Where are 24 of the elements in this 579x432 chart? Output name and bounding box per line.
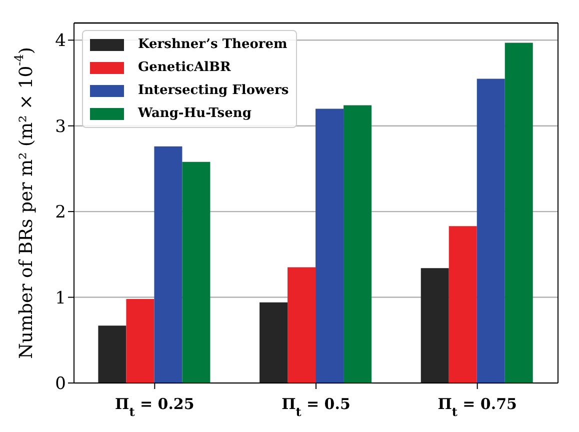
legend-label: GeneticAlBR (138, 59, 231, 77)
bar (260, 302, 288, 383)
x-tick-label: Π$_{t}$ = 0.75 (438, 395, 517, 419)
legend-label: Wang-Hu-Tseng (138, 105, 252, 123)
bar (154, 146, 182, 383)
bar (476, 78, 505, 383)
bar (448, 226, 477, 383)
y-tick-label: 3 (55, 116, 66, 137)
legend-label: Kershner’s Theorem (138, 36, 288, 54)
bar (504, 42, 533, 383)
y-tick-label: 2 (55, 202, 66, 223)
bar (288, 267, 316, 383)
bar (182, 162, 210, 383)
bar (344, 105, 372, 383)
y-tick-label: 1 (55, 288, 66, 308)
x-tick-label: Π$_{t}$ = 0.5 (282, 395, 350, 419)
bar (420, 268, 449, 383)
y-tick-label: 4 (55, 31, 66, 52)
legend-label: Intersecting Flowers (138, 82, 289, 100)
x-tick-label: Π$_{t}$ = 0.25 (115, 395, 194, 419)
bar (316, 108, 344, 383)
bar (126, 299, 154, 383)
y-tick-label: 0 (55, 374, 66, 394)
bar (98, 326, 126, 383)
